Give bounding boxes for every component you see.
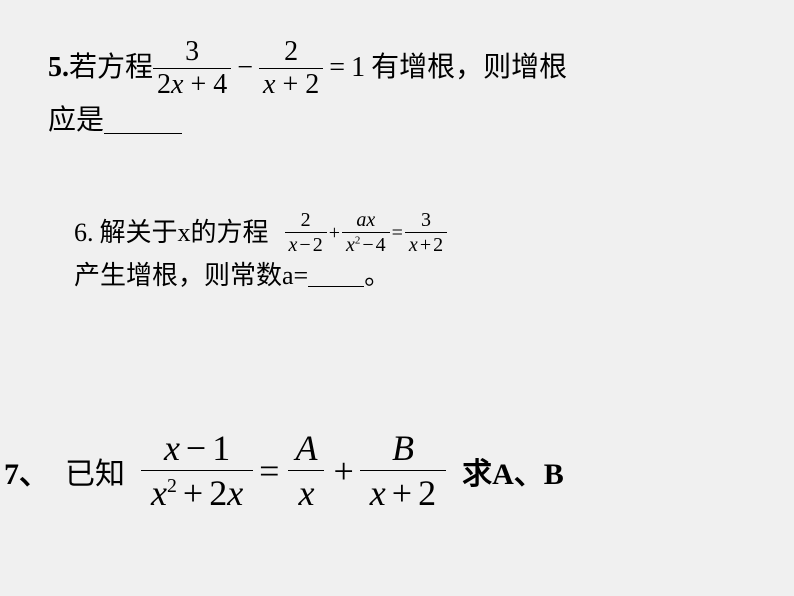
problem-5-fraction-1: 3 2x + 4 (153, 38, 231, 99)
problem-6-line2-b: 。 (364, 255, 390, 297)
equals-op: = (390, 217, 405, 249)
problem-5-line-2: 应是 (48, 99, 567, 144)
problem-6-fraction-3: 3 x+2 (405, 210, 447, 255)
problem-5-line2-text: 应是 (48, 99, 104, 144)
problem-5-rhs: 1 (351, 46, 365, 91)
equals-op: = (323, 46, 351, 91)
frac-numerator: 3 (417, 210, 435, 232)
problem-7: 7、 已知 x−1 x2+2x = A x + B x+2 (4, 430, 564, 511)
frac-numerator: ax (352, 210, 379, 232)
problem-7-rhs-fraction-1: A x (285, 430, 327, 511)
problem-7-line: 7、 已知 x−1 x2+2x = A x + B x+2 (4, 430, 564, 511)
page: 5. 若方程 3 2x + 4 − 2 x + 2 = 1 有增根，则增根 应是 (0, 0, 794, 596)
equals-op: = (253, 450, 285, 492)
frac-denominator: x (288, 470, 324, 511)
problem-5: 5. 若方程 3 2x + 4 − 2 x + 2 = 1 有增根，则增根 应是 (48, 38, 567, 144)
frac-denominator: x2−4 (342, 232, 390, 255)
frac-denominator: 2x + 4 (153, 68, 231, 99)
problem-6-number: 6. (74, 212, 94, 254)
problem-7-number: 7、 (4, 449, 49, 493)
plus-op: + (327, 217, 342, 249)
frac-denominator: x + 2 (259, 68, 323, 99)
problem-7-text-after: 求A、B (462, 449, 564, 493)
problem-6-fraction-1: 2 x−2 (285, 210, 327, 255)
plus-op: + (327, 450, 359, 492)
problem-6-line2-a: 产生增根，则常数a= (74, 255, 308, 297)
frac-numerator: 3 (181, 38, 203, 68)
problem-5-line-1: 5. 若方程 3 2x + 4 − 2 x + 2 = 1 有增根，则增根 (48, 38, 567, 99)
frac-numerator: B (382, 430, 424, 470)
frac-numerator: A (285, 430, 327, 470)
problem-5-number: 5. (48, 46, 69, 91)
frac-numerator: 2 (297, 210, 315, 232)
problem-6-line-2: 产生增根，则常数a= 。 (74, 255, 447, 297)
frac-numerator: 2 (280, 38, 302, 68)
frac-denominator: x+2 (360, 470, 446, 511)
problem-6-fraction-2: ax x2−4 (342, 210, 390, 255)
problem-6-line-1: 6. 解关于x的方程 2 x−2 + ax x2−4 = 3 x+2 (74, 210, 447, 255)
minus-op: − (231, 46, 259, 91)
problem-7-rhs-fraction-2: B x+2 (360, 430, 446, 511)
problem-7-text-before: 已知 (65, 449, 125, 493)
frac-denominator: x−2 (285, 232, 327, 255)
answer-blank (104, 109, 182, 134)
frac-numerator: x−1 (154, 430, 240, 470)
problem-5-text-before: 若方程 (69, 46, 153, 91)
problem-5-text-after: 有增根，则增根 (371, 46, 567, 91)
problem-6-text-before: 解关于x的方程 (100, 212, 269, 254)
problem-7-lhs-fraction: x−1 x2+2x (141, 430, 253, 511)
answer-blank (308, 264, 364, 287)
frac-denominator: x+2 (405, 232, 447, 255)
problem-6: 6. 解关于x的方程 2 x−2 + ax x2−4 = 3 x+2 (74, 210, 447, 297)
problem-5-fraction-2: 2 x + 2 (259, 38, 323, 99)
frac-denominator: x2+2x (141, 470, 253, 511)
